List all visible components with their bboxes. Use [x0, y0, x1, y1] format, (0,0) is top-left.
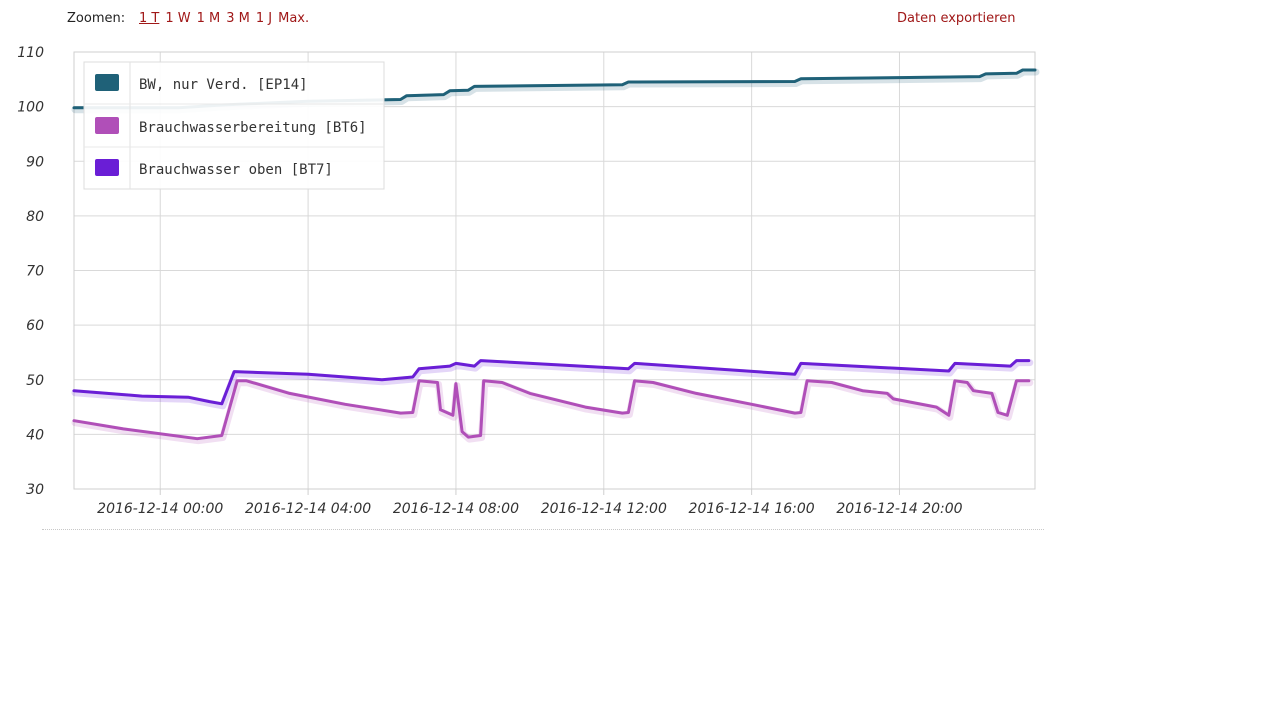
- x-tick-label: 2016-12-14 08:00: [393, 501, 519, 517]
- zoom-options: 1 T 1 W 1 M 3 M 1 J Max.: [139, 11, 315, 26]
- zoom-1-month-link[interactable]: 1 M: [196, 11, 221, 26]
- series-line-1: [72, 379, 1031, 441]
- y-axis-ticks: 30 40 50 60 70 80 90 100 110: [17, 45, 44, 498]
- series-shadow-2: [71, 359, 1034, 410]
- section-divider: [42, 529, 1044, 530]
- series-shadow-1: [71, 379, 1034, 445]
- zoom-1-day-link[interactable]: 1 T: [139, 11, 160, 26]
- legend-label-ep14[interactable]: BW, nur Verd. [EP14]: [139, 77, 308, 93]
- y-tick-label: 100: [17, 100, 44, 116]
- legend-swatch-ep14: [95, 74, 119, 91]
- zoom-label: Zoomen:: [67, 11, 126, 26]
- legend-swatch-bt7: [95, 159, 119, 176]
- zoom-max-link[interactable]: Max.: [278, 11, 310, 26]
- y-tick-label: 70: [26, 264, 44, 280]
- zoom-1-year-link[interactable]: 1 J: [255, 11, 273, 26]
- series-lines: [71, 68, 1040, 445]
- chart-toolbar: Zoomen: 1 T 1 W 1 M 3 M 1 J Max. Daten e…: [67, 11, 1047, 31]
- y-tick-label: 90: [26, 154, 44, 170]
- x-axis-ticks: 2016-12-14 00:00 2016-12-14 04:00 2016-12-…: [97, 489, 963, 517]
- zoom-3-months-link[interactable]: 3 M: [226, 11, 250, 26]
- legend-box: [83, 61, 385, 190]
- x-tick-label: 2016-12-14 20:00: [836, 501, 962, 517]
- series-line-2: [72, 359, 1031, 406]
- y-tick-label: 80: [26, 209, 44, 225]
- legend-swatch-bt6: [95, 117, 119, 134]
- y-tick-label: 50: [26, 373, 44, 389]
- plot-area-border: [73, 51, 1036, 490]
- y-tick-label: 60: [26, 318, 44, 334]
- x-tick-label: 2016-12-14 12:00: [541, 501, 667, 517]
- x-tick-label: 2016-12-14 04:00: [245, 501, 371, 517]
- legend-label-bt6[interactable]: Brauchwasserbereitung [BT6]: [139, 120, 367, 136]
- zoom-1-week-link[interactable]: 1 W: [165, 11, 191, 26]
- y-tick-label: 30: [26, 482, 44, 498]
- x-tick-label: 2016-12-14 16:00: [689, 501, 815, 517]
- legend-label-bt7[interactable]: Brauchwasser oben [BT7]: [139, 162, 333, 178]
- export-data-link[interactable]: Daten exportieren: [897, 11, 1016, 26]
- y-tick-label: 40: [26, 427, 44, 443]
- legend: BW, nur Verd. [EP14] Brauchwasserbereitu…: [83, 61, 385, 190]
- x-tick-label: 2016-12-14 00:00: [97, 501, 223, 517]
- y-tick-label: 110: [17, 45, 44, 61]
